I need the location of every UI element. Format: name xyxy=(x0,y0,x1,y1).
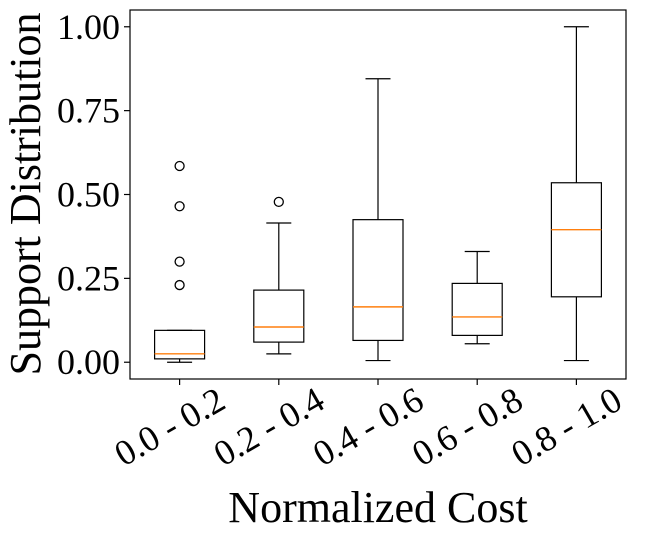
x-axis-label: Normalized Cost xyxy=(228,483,527,532)
y-tick-label: 0.00 xyxy=(57,342,120,382)
x-tick-label: 0.8 - 1.0 xyxy=(504,379,628,474)
iqr-box xyxy=(154,329,206,360)
y-tick-label: 0.25 xyxy=(57,258,120,298)
x-tick-label: 0.6 - 0.8 xyxy=(405,379,529,474)
box-group xyxy=(154,160,206,363)
box-group xyxy=(253,196,305,355)
x-axis: 0.0 - 0.20.2 - 0.40.4 - 0.60.6 - 0.80.8 … xyxy=(108,379,628,474)
y-tick-label: 0.50 xyxy=(57,175,120,215)
y-tick-label: 0.75 xyxy=(57,91,120,131)
x-tick-label: 0.0 - 0.2 xyxy=(108,379,232,474)
outlier-point xyxy=(174,201,185,212)
iqr-box xyxy=(253,289,305,343)
y-axis-label: Support Distribution xyxy=(1,12,50,375)
outlier-point xyxy=(174,256,185,267)
iqr-box xyxy=(451,282,503,336)
iqr-box xyxy=(352,219,404,342)
box-group xyxy=(550,26,603,362)
box-group xyxy=(352,78,404,362)
outlier-point xyxy=(174,279,185,291)
box-series xyxy=(154,26,603,363)
box-group xyxy=(451,250,503,345)
iqr-box xyxy=(550,182,603,298)
y-axis: 0.00 0.25 0.50 0.75 1.00 xyxy=(57,7,130,382)
outlier-point xyxy=(273,196,284,208)
outlier-point xyxy=(174,160,185,172)
y-tick-label: 1.00 xyxy=(57,7,120,47)
x-tick-label: 0.2 - 0.4 xyxy=(207,379,331,474)
x-tick-label: 0.4 - 0.6 xyxy=(306,379,430,474)
